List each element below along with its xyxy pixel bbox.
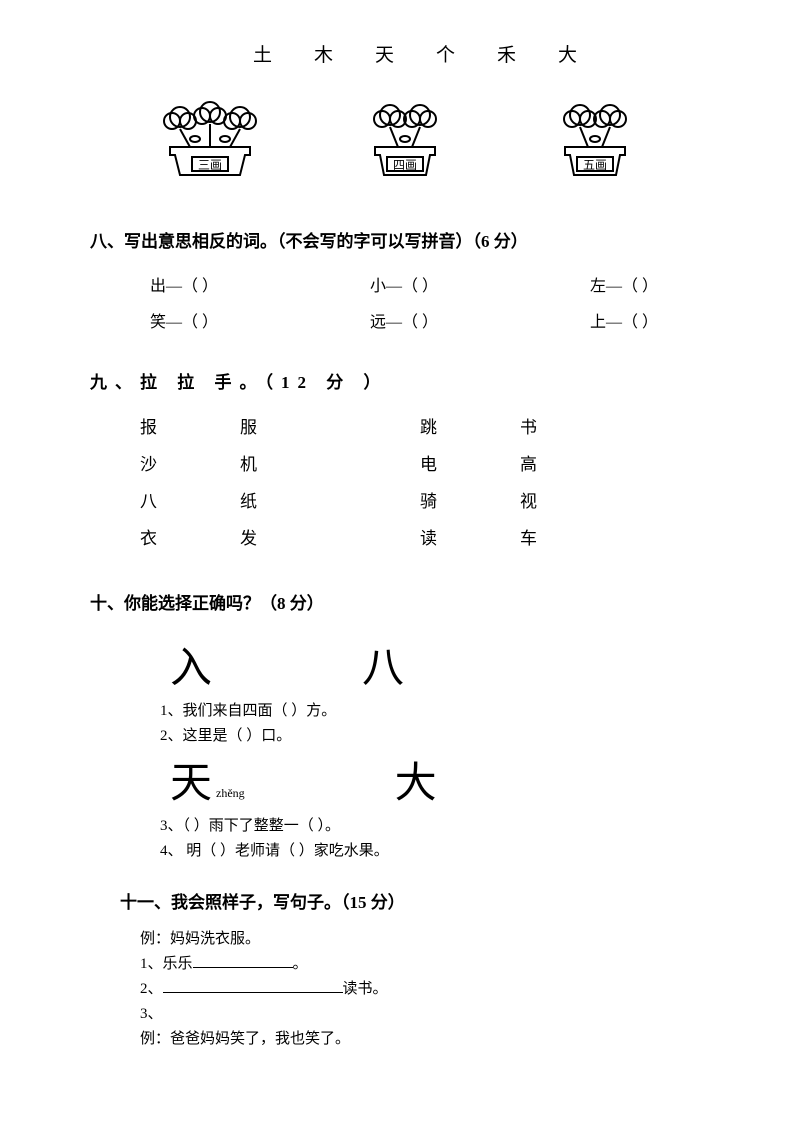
antonym-item: 左—（ ） — [590, 272, 710, 296]
match-char: 高 — [520, 450, 620, 475]
match-char: 骑 — [420, 487, 520, 512]
flower-pot-icon: 三画 — [150, 97, 270, 177]
pot-four-strokes: 四画 — [350, 97, 460, 177]
match-char: 视 — [520, 487, 620, 512]
match-char: 发 — [240, 524, 420, 549]
choice-pair-2: 天zhěng 大 — [90, 749, 710, 810]
char: 大 — [558, 40, 577, 67]
section-8-title: 八、写出意思相反的词。（不会写的字可以写拼音）（6 分） — [90, 227, 710, 252]
match-row: 八 纸 骑 视 — [90, 487, 710, 512]
svg-text:四画: 四画 — [393, 158, 417, 172]
match-char: 衣 — [140, 524, 240, 549]
flower-pots-row: 三画 四画 五画 — [90, 97, 710, 177]
match-char: 纸 — [240, 487, 420, 512]
match-row: 沙 机 电 高 — [90, 450, 710, 475]
match-char: 报 — [140, 413, 240, 438]
pot-three-strokes: 三画 — [150, 97, 270, 177]
char: 天 — [375, 40, 394, 67]
choice-char: 八 — [362, 634, 404, 695]
section-9-title: 九、拉 拉 手。（12 分 ） — [90, 368, 710, 393]
example-line: 例：妈妈洗衣服。 — [90, 927, 710, 948]
fill-line-2: 2、读书。 — [90, 977, 710, 998]
fill-line-1: 1、乐乐。 — [90, 952, 710, 973]
svg-text:五画: 五画 — [583, 158, 607, 172]
choice-sentence-4: 4、 明（ ）老师请（ ）家吃水果。 — [90, 839, 710, 860]
blank — [163, 977, 343, 993]
match-row: 衣 发 读 车 — [90, 524, 710, 549]
char: 禾 — [497, 40, 516, 67]
flower-pot-icon: 五画 — [540, 97, 650, 177]
choice-sentence-1: 1、我们来自四面（ ）方。 — [90, 699, 710, 720]
match-char: 机 — [240, 450, 420, 475]
antonym-row: 出—（ ） 小—（ ） 左—（ ） — [90, 272, 710, 296]
choice-sentence-2: 2、这里是（ ）口。 — [90, 724, 710, 745]
flower-pot-icon: 四画 — [350, 97, 460, 177]
match-char: 电 — [420, 450, 520, 475]
char: 土 — [253, 40, 272, 67]
match-char: 八 — [140, 487, 240, 512]
choice-sentence-3: 3、（ ）雨下了整整一（ ）。 — [90, 814, 710, 835]
antonym-item: 出—（ ） — [150, 272, 270, 296]
choice-char: 入 — [170, 634, 212, 695]
char: 个 — [436, 40, 455, 67]
fill-line-3: 3、 — [90, 1002, 710, 1023]
svg-text:三画: 三画 — [198, 158, 222, 172]
character-row: 土 木 天 个 禾 大 — [90, 40, 710, 67]
choice-char: 大 — [395, 749, 437, 810]
match-row: 报 服 跳 书 — [90, 413, 710, 438]
section-11-title: 十一、我会照样子，写句子。（15 分） — [90, 888, 710, 913]
match-char: 书 — [520, 413, 620, 438]
antonym-item: 笑—（ ） — [150, 308, 270, 332]
match-char: 服 — [240, 413, 420, 438]
choice-char: 天zhěng — [170, 749, 245, 810]
match-char: 跳 — [420, 413, 520, 438]
match-char: 车 — [520, 524, 620, 549]
match-char: 读 — [420, 524, 520, 549]
antonym-row: 笑—（ ） 远—（ ） 上—（ ） — [90, 308, 710, 332]
example-line: 例：爸爸妈妈笑了，我也笑了。 — [90, 1027, 710, 1048]
antonym-item: 上—（ ） — [590, 308, 710, 332]
blank — [193, 952, 293, 968]
choice-pair-1: 入 八 — [90, 634, 710, 695]
char: 木 — [314, 40, 333, 67]
antonym-item: 小—（ ） — [370, 272, 490, 296]
pot-five-strokes: 五画 — [540, 97, 650, 177]
match-char: 沙 — [140, 450, 240, 475]
section-10-title: 十、你能选择正确吗？（8 分） — [90, 589, 710, 614]
antonym-item: 远—（ ） — [370, 308, 490, 332]
pinyin-label: zhěng — [216, 786, 245, 800]
